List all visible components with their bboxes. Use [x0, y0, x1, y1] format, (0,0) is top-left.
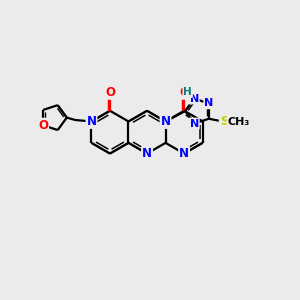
Text: CH₃: CH₃	[227, 117, 250, 127]
Text: N: N	[204, 98, 214, 108]
Text: N: N	[86, 115, 96, 128]
Text: N: N	[160, 115, 171, 128]
Text: O: O	[179, 86, 189, 99]
Text: H: H	[183, 87, 192, 97]
Text: N: N	[179, 147, 189, 160]
Text: N: N	[190, 94, 199, 103]
Text: N: N	[190, 118, 199, 128]
Text: O: O	[38, 119, 48, 132]
Text: O: O	[38, 119, 48, 132]
Text: O: O	[105, 86, 115, 99]
Text: S: S	[220, 115, 229, 128]
Text: N: N	[142, 147, 152, 160]
